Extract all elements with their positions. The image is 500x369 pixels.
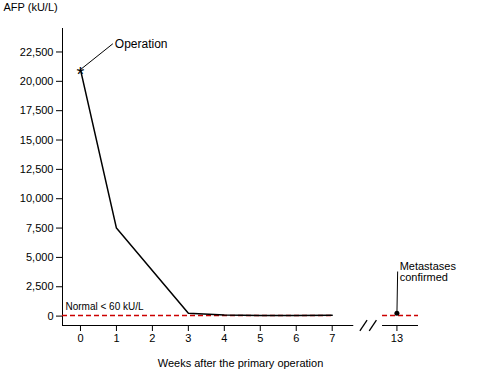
svg-text:AFP (kU/L): AFP (kU/L): [4, 1, 58, 13]
svg-text:6: 6: [293, 332, 299, 344]
svg-text:1: 1: [113, 332, 119, 344]
svg-text:12,500: 12,500: [20, 163, 54, 175]
svg-text:*: *: [77, 63, 85, 85]
svg-text:5: 5: [257, 332, 263, 344]
svg-text:Metastasesconfirmed: Metastasesconfirmed: [400, 260, 457, 283]
svg-text:15,000: 15,000: [20, 134, 54, 146]
svg-text:Weeks after the primary operat: Weeks after the primary operation: [158, 357, 323, 369]
svg-text:17,500: 17,500: [20, 104, 54, 116]
svg-text:10,000: 10,000: [20, 192, 54, 204]
svg-text:2,500: 2,500: [26, 280, 54, 292]
svg-text:22,500: 22,500: [20, 45, 54, 57]
svg-text:0: 0: [47, 310, 53, 322]
svg-text:2: 2: [149, 332, 155, 344]
svg-text:7: 7: [329, 332, 335, 344]
svg-text:3: 3: [185, 332, 191, 344]
svg-text:5,000: 5,000: [26, 251, 54, 263]
svg-text:0: 0: [77, 332, 83, 344]
svg-text:Normal < 60 kU/L: Normal < 60 kU/L: [66, 301, 145, 312]
svg-text:Operation: Operation: [115, 37, 168, 51]
svg-text:4: 4: [221, 332, 227, 344]
svg-text:13: 13: [391, 332, 403, 344]
svg-text:20,000: 20,000: [20, 75, 54, 87]
svg-text:7,500: 7,500: [26, 222, 54, 234]
